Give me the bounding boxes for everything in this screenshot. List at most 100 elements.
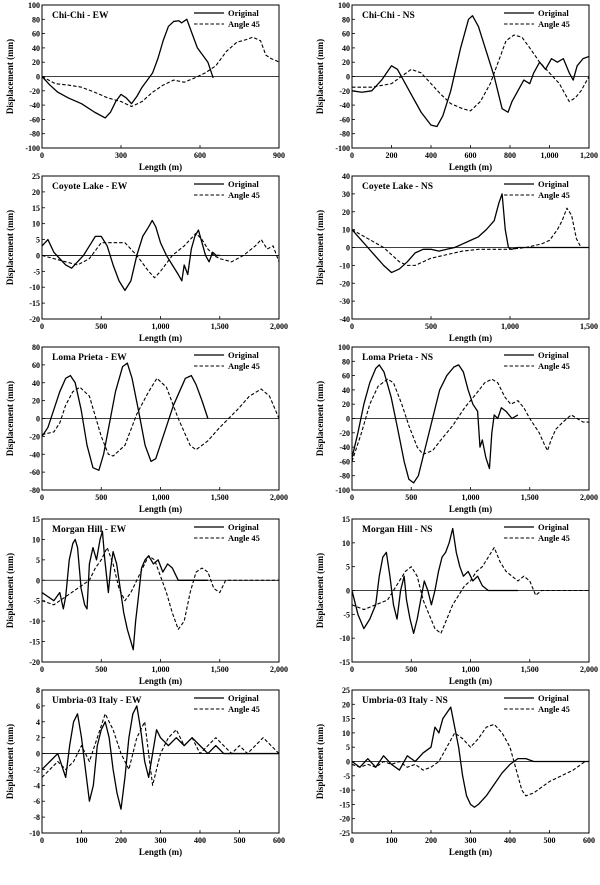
y-tick-label: -6 — [33, 797, 40, 806]
x-axis-title: Length (m) — [449, 333, 492, 343]
y-tick-label: 0 — [36, 73, 40, 82]
y-tick-label: -2 — [33, 765, 40, 774]
y-tick-label: 15 — [342, 715, 350, 724]
y-tick-label: 8 — [36, 686, 40, 695]
y-axis-title: Displacement (mm) — [5, 39, 15, 114]
chart-svg-1: -100 -80 -60 -40 -20 0 20 40 60 80 100 0 300 600 900 Le… — [5, 1, 285, 172]
chart-panel-7: -20 -15 -10 -5 0 5 10 15 0 500 1,000 1,500 2,000 Leng… — [0, 514, 300, 690]
legend-label: Angle 45 — [538, 190, 570, 200]
x-tick-label: 2,000 — [580, 493, 598, 502]
x-tick-label: 1,000 — [152, 665, 170, 674]
x-tick-label: 300 — [465, 836, 477, 845]
x-tick-label: 0 — [350, 493, 354, 502]
y-axis-title: Displacement (mm) — [315, 210, 325, 285]
series-line-angle-45 — [42, 547, 279, 630]
chart-svg-5: -80 -60 -40 -20 0 20 40 60 80 0 500 1,000 1,500 2,000… — [5, 343, 288, 514]
chart-svg-6: -100 -80 -60 -40 -20 0 20 40 60 80 100 0 500 1,000 1,5… — [315, 343, 598, 514]
series-line-original — [42, 362, 209, 471]
x-axis-title: Length (m) — [449, 504, 492, 514]
x-tick-label: 0 — [350, 836, 354, 845]
y-axis-title: Displacement (mm) — [5, 724, 15, 799]
series-line-angle-45 — [352, 723, 589, 797]
y-tick-label: 0 — [346, 415, 350, 424]
y-tick-label: -60 — [339, 115, 350, 124]
y-tick-label: -30 — [339, 297, 350, 306]
x-tick-label: 1,500 — [211, 665, 229, 674]
y-tick-label: -20 — [29, 87, 40, 96]
y-tick-label: 5 — [346, 563, 350, 572]
y-tick-label: -10 — [339, 634, 350, 643]
series-line-original — [42, 18, 214, 119]
series-line-angle-45 — [352, 207, 589, 266]
y-tick-label: -25 — [339, 829, 350, 838]
x-axis-title: Length (m) — [139, 162, 182, 172]
x-tick-label: 500 — [405, 493, 417, 502]
y-tick-label: -10 — [339, 261, 350, 270]
y-tick-label: 100 — [28, 1, 40, 10]
chart-svg-8: -15 -10 -5 0 5 10 15 0 500 1,000 1,500 2,000 Length … — [315, 515, 598, 686]
x-tick-label: 500 — [425, 322, 437, 331]
y-tick-label: 80 — [342, 357, 350, 366]
y-tick-label: -5 — [343, 772, 350, 781]
chart-svg-3: -20 -15 -10 -5 0 5 10 15 20 25 0 500 1,000 1,500 2,000… — [5, 172, 288, 343]
x-tick-label: 600 — [194, 151, 206, 160]
y-tick-label: -40 — [29, 450, 40, 459]
chart-title: Loma Prieta - NS — [362, 353, 433, 363]
x-tick-label: 2,000 — [270, 322, 288, 331]
x-tick-label: 200 — [425, 836, 437, 845]
legend-label: Original — [538, 693, 569, 703]
y-tick-label: -20 — [29, 658, 40, 667]
chart-svg-2: -100 -80 -60 -40 -20 0 20 40 60 80 100 0 200 400 600 80… — [315, 1, 598, 172]
y-tick-label: -10 — [339, 786, 350, 795]
x-tick-label: 2,000 — [580, 665, 598, 674]
y-tick-label: 0 — [36, 750, 40, 759]
x-tick-label: 500 — [234, 836, 246, 845]
y-tick-label: 25 — [342, 686, 350, 695]
y-tick-label: 6 — [36, 702, 40, 711]
x-tick-label: 400 — [425, 151, 437, 160]
y-tick-label: 100 — [338, 343, 350, 352]
x-tick-label: 1,500 — [580, 322, 598, 331]
y-axis-title: Displacement (mm) — [315, 39, 325, 114]
y-tick-label: 30 — [342, 190, 350, 199]
series-line-original — [352, 706, 589, 808]
chart-panel-2: -100 -80 -60 -40 -20 0 20 40 60 80 100 0 200 400 600 80… — [310, 0, 600, 176]
y-tick-label: 20 — [342, 400, 350, 409]
series-line-angle-45 — [352, 547, 589, 634]
y-axis-title: Displacement (mm) — [315, 553, 325, 628]
x-tick-label: 1,200 — [580, 151, 598, 160]
x-axis-title: Length (m) — [449, 847, 492, 857]
y-tick-label: -8 — [33, 813, 40, 822]
y-tick-label: 60 — [342, 372, 350, 381]
y-tick-label: -5 — [33, 267, 40, 276]
x-tick-label: 2,000 — [270, 665, 288, 674]
y-tick-label: -20 — [339, 429, 350, 438]
y-tick-label: 10 — [32, 535, 40, 544]
y-tick-label: 40 — [342, 44, 350, 53]
y-tick-label: 20 — [342, 58, 350, 67]
legend-label: Angle 45 — [538, 19, 570, 29]
y-tick-label: 60 — [342, 30, 350, 39]
y-axis-title: Displacement (mm) — [5, 381, 15, 456]
x-tick-label: 0 — [40, 322, 44, 331]
chart-title: Morgan Hill - EW — [52, 525, 127, 535]
y-tick-label: 15 — [342, 515, 350, 524]
y-tick-label: 10 — [342, 729, 350, 738]
legend-label: Angle 45 — [228, 533, 260, 543]
y-tick-label: 20 — [32, 188, 40, 197]
x-tick-label: 2,000 — [270, 493, 288, 502]
chart-svg-9: -10 -8 -6 -4 -2 0 2 4 6 8 0 100 200 300 400 500 600 Lengt… — [5, 686, 285, 857]
y-axis-title: Displacement (mm) — [5, 210, 15, 285]
x-tick-label: 300 — [155, 836, 167, 845]
y-axis-title: Displacement (mm) — [315, 381, 325, 456]
legend-label: Angle 45 — [538, 704, 570, 714]
y-tick-label: -80 — [29, 486, 40, 495]
y-tick-label: -5 — [33, 597, 40, 606]
chart-panel-1: -100 -80 -60 -40 -20 0 20 40 60 80 100 0 300 600 900 Le… — [0, 0, 300, 176]
y-tick-label: -60 — [339, 457, 350, 466]
x-tick-label: 1,500 — [521, 665, 539, 674]
y-tick-label: 5 — [346, 743, 350, 752]
y-tick-label: 80 — [32, 15, 40, 24]
legend-label: Original — [228, 8, 259, 18]
series-line-original — [352, 527, 518, 635]
